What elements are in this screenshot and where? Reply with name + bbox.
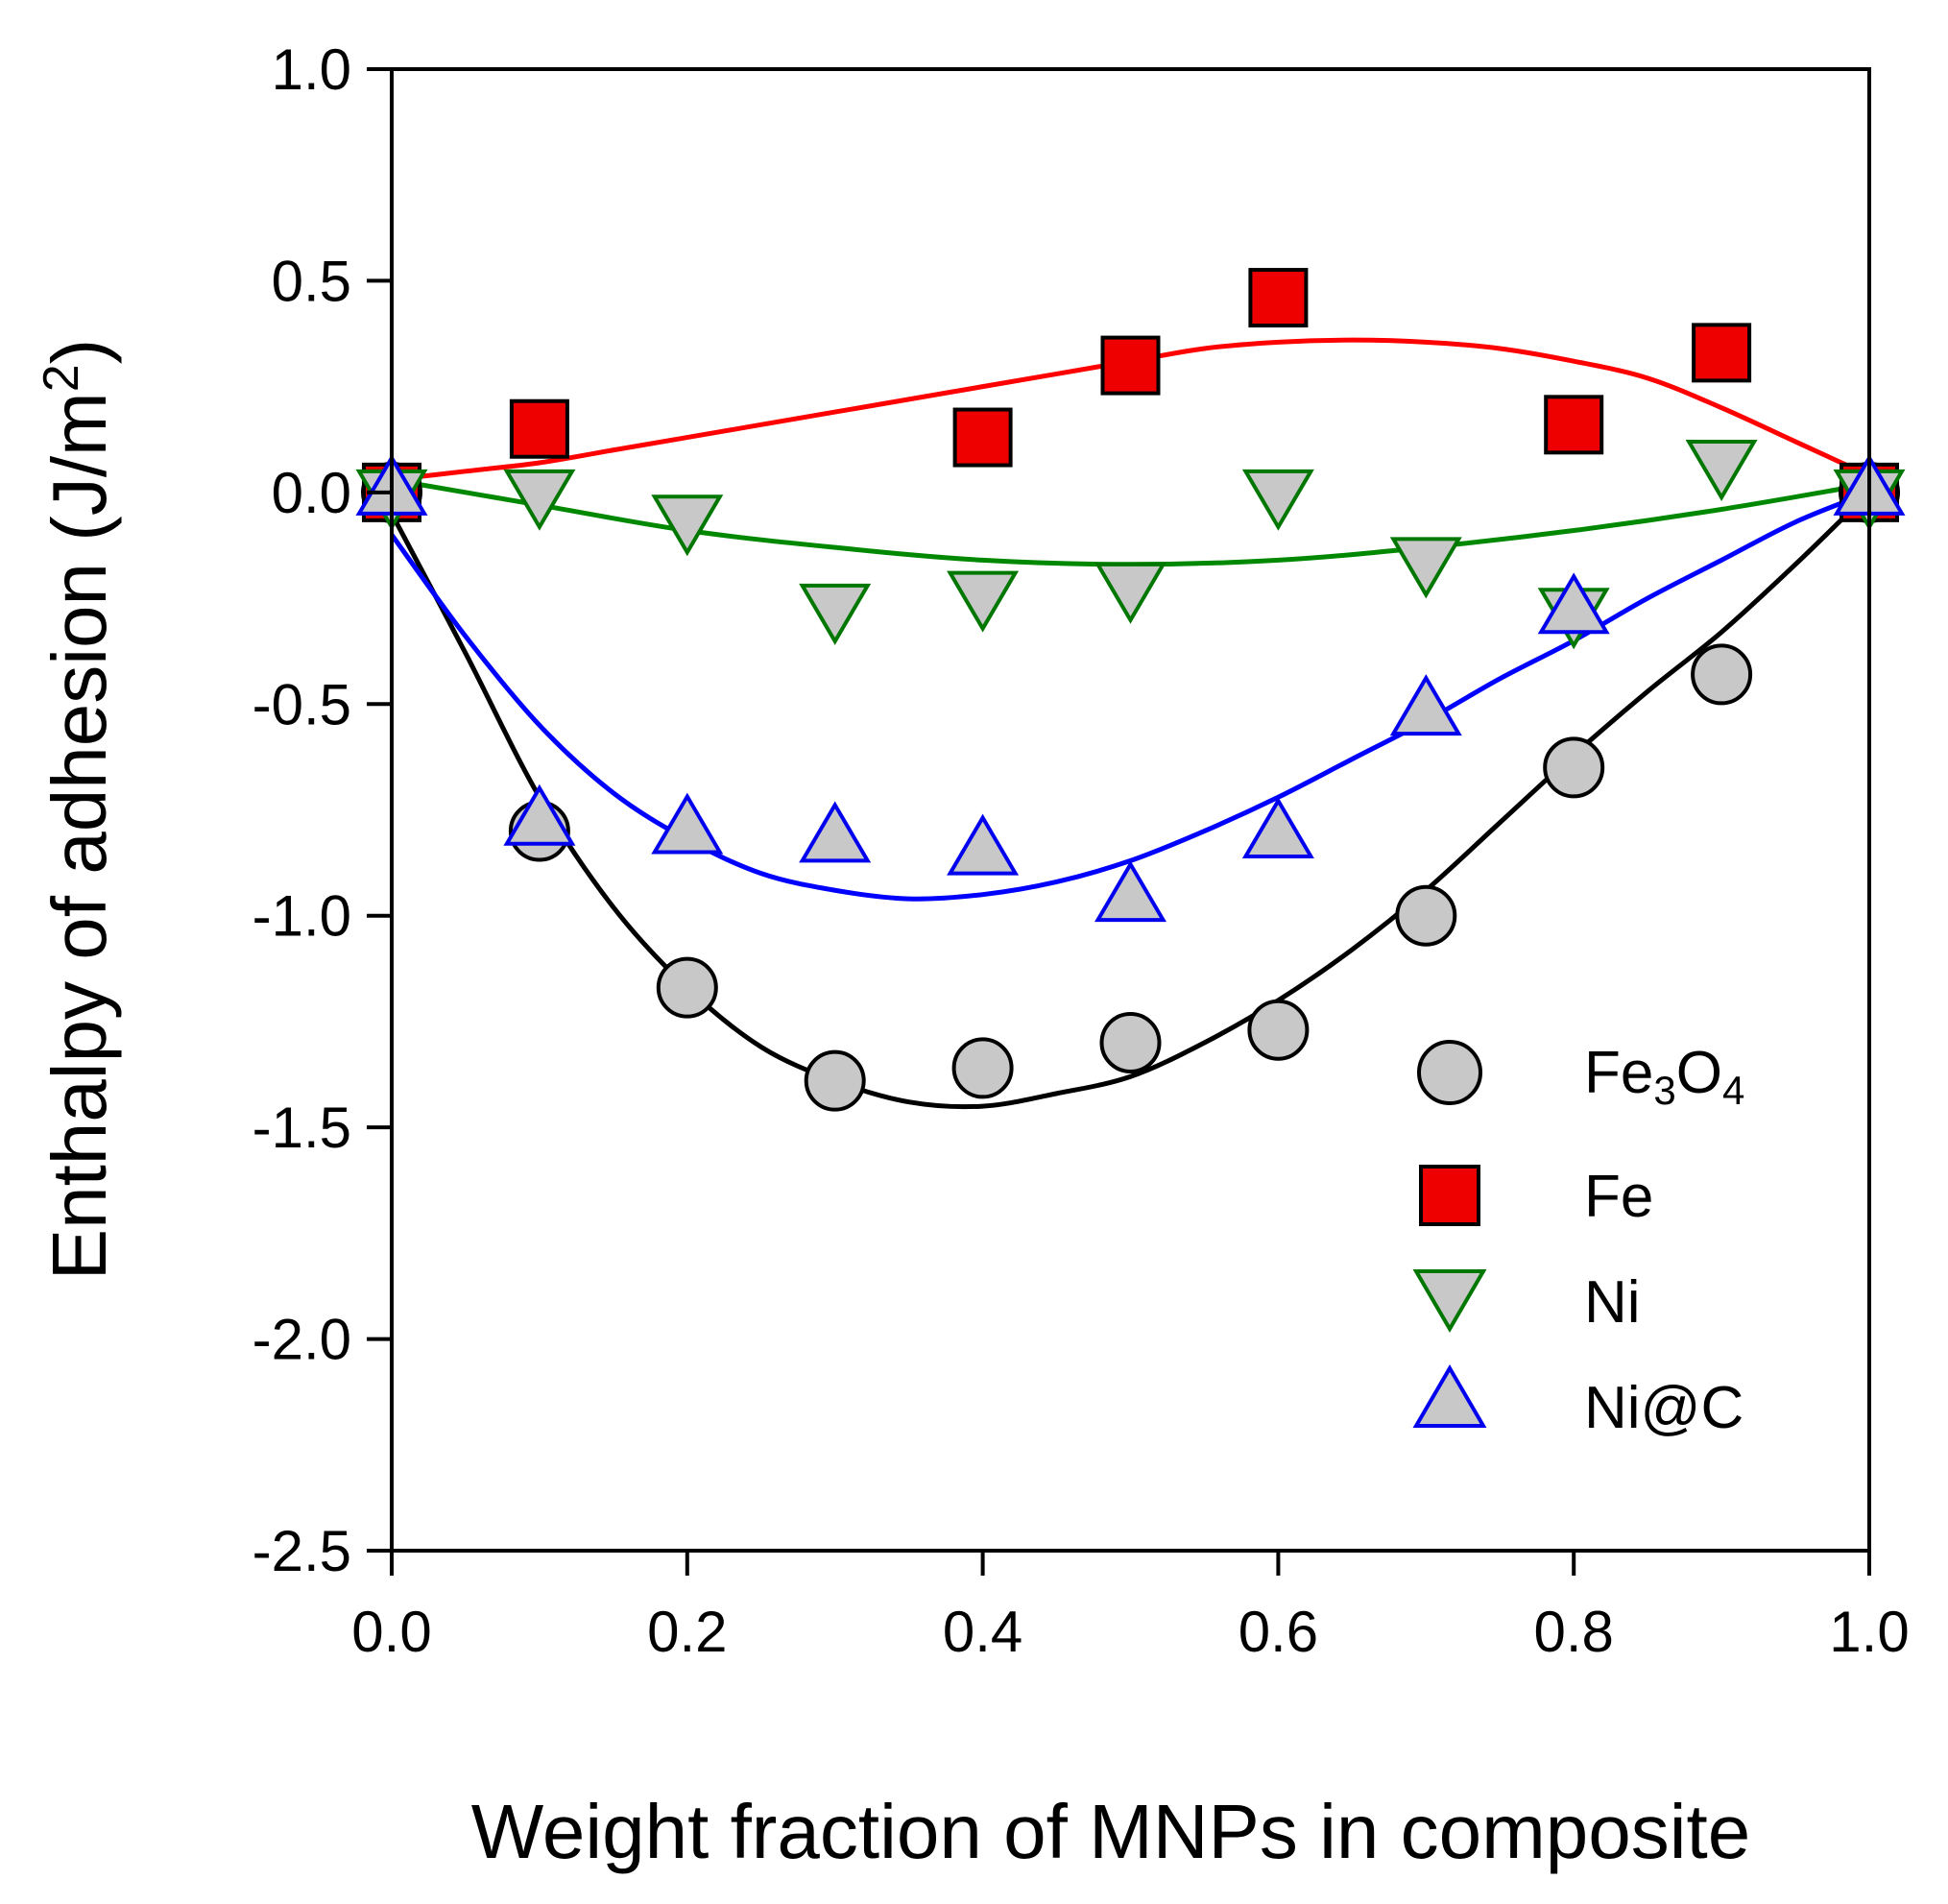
- legend: Fe3O4 Fe Ni Ni@C: [1412, 1040, 1744, 1441]
- data-point-fe3o4: [1247, 999, 1310, 1061]
- data-point-nic: [503, 783, 576, 846]
- legend-label-ni: Ni: [1584, 1269, 1641, 1336]
- data-point-ni: [799, 583, 872, 645]
- x-tick-label: 0.8: [1533, 1600, 1613, 1664]
- x-tick-label: 0.6: [1239, 1600, 1318, 1664]
- legend-marker-fe3o4: [1417, 1040, 1482, 1105]
- x-axis-title: Weight fraction of MNPs in composite: [471, 1789, 1750, 1874]
- data-point-fe3o4: [804, 1049, 866, 1112]
- data-point-ni: [1389, 537, 1462, 599]
- y-tick-label: -0.5: [253, 672, 351, 736]
- legend-marker-fe: [1419, 1165, 1480, 1226]
- x-tick-label: 0.4: [943, 1600, 1022, 1664]
- data-point-fe: [1248, 268, 1309, 328]
- data-point-ni: [1094, 562, 1166, 624]
- legend-label-nic: Ni@C: [1584, 1375, 1744, 1441]
- data-point-fe3o4: [951, 1037, 1014, 1099]
- y-axis-title-close: ): [36, 339, 122, 365]
- data-point-fe3o4: [656, 956, 718, 1019]
- y-tick-label: -1.5: [253, 1096, 351, 1160]
- legend-marker-nic: [1412, 1364, 1487, 1428]
- data-point-fe3o4: [1099, 1011, 1162, 1073]
- data-point-fe: [1544, 395, 1604, 455]
- data-point-fe: [509, 398, 569, 459]
- data-point-ni: [503, 469, 576, 531]
- legend-item-fe3o4: Fe3O4: [1417, 1040, 1744, 1113]
- data-point-fe3o4: [1691, 643, 1753, 706]
- x-tick-label: 1.0: [1829, 1600, 1909, 1664]
- plot-frame: [390, 67, 1871, 1553]
- data-point-ni: [1685, 439, 1758, 501]
- legend-item-nic: Ni@C: [1412, 1364, 1744, 1441]
- data-point-nic: [1094, 860, 1166, 923]
- y-axis-title: Enthalpy of adhesion (J/m2): [34, 339, 122, 1281]
- legend-item-ni: Ni: [1412, 1269, 1641, 1336]
- data-point-nic: [1389, 674, 1462, 736]
- data-point-nic: [651, 792, 724, 855]
- data-point-nic: [947, 813, 1020, 876]
- y-tick-label: -1.0: [253, 884, 351, 949]
- legend-marker-ni: [1412, 1269, 1487, 1333]
- data-point-fe: [1100, 335, 1161, 396]
- data-point-fe3o4: [1395, 884, 1457, 947]
- y-tick-label: 1.0: [272, 37, 351, 102]
- data-point-fe: [952, 407, 1013, 468]
- fit-lines: [389, 337, 1871, 1110]
- data-point-ni: [651, 494, 724, 557]
- legend-label-fe: Fe: [1584, 1164, 1653, 1230]
- y-axis-title-main: Enthalpy of adhesion (J/m: [36, 392, 122, 1280]
- data-point-nic: [1537, 572, 1610, 635]
- y-tick-label: 0.5: [272, 249, 351, 313]
- data-point-ni: [1241, 469, 1314, 531]
- y-axis-title-sup: 2: [34, 364, 89, 392]
- data-point-fe: [1692, 323, 1752, 383]
- fit-line-fe3o4: [389, 491, 1871, 1110]
- y-tick-label: -2.5: [253, 1519, 351, 1583]
- legend-item-fe: Fe: [1419, 1164, 1653, 1230]
- fit-line-ni: [391, 477, 1870, 567]
- data-point-fe3o4: [1543, 736, 1605, 799]
- y-tick-label: 0.0: [272, 461, 351, 525]
- y-tick-label: -2.0: [253, 1308, 351, 1372]
- legend-label-fe3o4: Fe3O4: [1584, 1040, 1744, 1113]
- data-point-ni: [947, 570, 1020, 633]
- x-tick-label: 0.0: [351, 1600, 431, 1664]
- data-point-nic: [1241, 796, 1314, 858]
- data-markers: [355, 268, 1906, 1112]
- x-tick-label: 0.2: [647, 1600, 727, 1664]
- data-point-nic: [799, 801, 872, 863]
- axis-ticks: 1.00.50.0-0.5-1.0-1.5-2.0-2.50.0 0.2 0.4 0.…: [253, 37, 1910, 1664]
- fit-line-nic: [389, 490, 1870, 902]
